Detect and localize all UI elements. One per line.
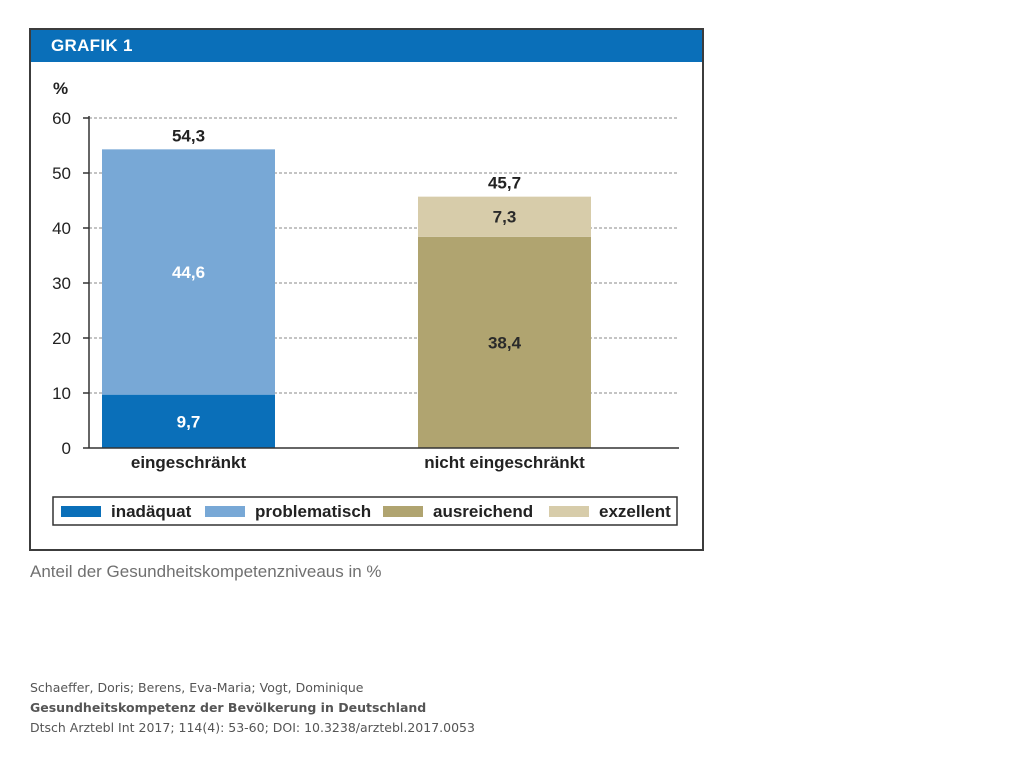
citation-source: Dtsch Arztebl Int 2017; 114(4): 53-60; D…	[30, 720, 475, 735]
legend-label: ausreichend	[433, 502, 533, 521]
y-tick-label: 60	[52, 109, 71, 128]
legend-swatch	[383, 506, 423, 517]
y-tick-label: 50	[52, 164, 71, 183]
bar-data-label: 7,3	[493, 208, 517, 227]
bar-chart: 0 10 20 30 40 50 60% 9,7 44,6 54,3 eingeschränkt 38…	[52, 79, 679, 526]
x-category-label: eingeschränkt	[131, 453, 247, 472]
bar-segment	[102, 394, 275, 448]
bar-total-label: 45,7	[488, 174, 521, 193]
legend-swatch	[549, 506, 589, 517]
y-axis-label: %	[53, 79, 68, 98]
legend-label: problematisch	[255, 502, 371, 521]
legend-swatch	[61, 506, 101, 517]
legend-label: inadäquat	[111, 502, 192, 521]
citation-block: Schaeffer, Doris; Berens, Eva-Maria; Vog…	[30, 678, 475, 738]
y-tick-label: 30	[52, 274, 71, 293]
bar-segment	[418, 236, 591, 448]
bar-data-label: 38,4	[488, 333, 522, 352]
citation-title: Gesundheitskompetenz der Bevölkerung in …	[30, 700, 427, 715]
bar-segment	[102, 149, 275, 395]
bar-data-label: 9,7	[177, 412, 201, 431]
citation-authors: Schaeffer, Doris; Berens, Eva-Maria; Vog…	[30, 680, 364, 695]
figure-caption: Anteil der Gesundheitskompetenzniveaus i…	[30, 562, 382, 581]
figure-header-bar: GRAFIK 1	[31, 30, 702, 62]
legend-label: exzellent	[599, 502, 671, 521]
bar-segment	[418, 196, 591, 237]
y-tick-label: 20	[52, 329, 71, 348]
x-category-label: nicht eingeschränkt	[424, 453, 585, 472]
figure-title: GRAFIK 1	[51, 36, 133, 55]
legend-swatch	[205, 506, 245, 517]
figure-panel: GRAFIK 1 0 10 20 30 40 50 60% 9,7 44,6 54,3 einges…	[29, 28, 704, 551]
bar-total-label: 54,3	[172, 126, 205, 145]
y-tick-label: 0	[62, 439, 71, 458]
y-tick-label: 10	[52, 384, 71, 403]
y-tick-label: 40	[52, 219, 71, 238]
bar-data-label: 44,6	[172, 263, 205, 282]
